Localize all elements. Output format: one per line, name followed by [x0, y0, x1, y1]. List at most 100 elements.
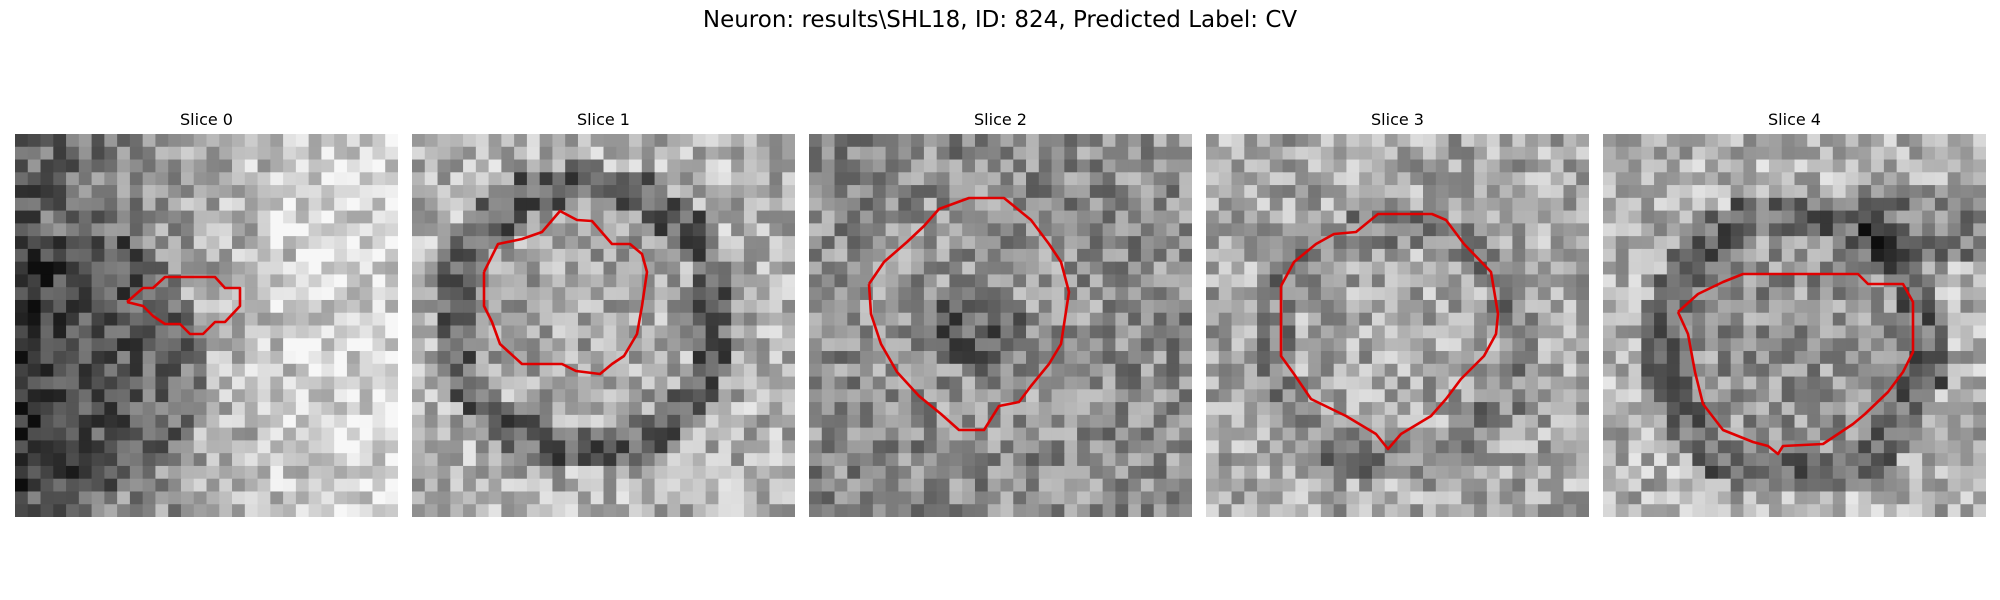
pixel: [1077, 440, 1091, 454]
pixel: [1666, 287, 1681, 301]
pixel: [53, 453, 67, 467]
pixel: [1832, 210, 1847, 224]
pixel: [1641, 312, 1655, 327]
pixel: [1474, 376, 1488, 390]
pixel: [680, 185, 694, 199]
pixel: [1218, 312, 1233, 327]
pixel: [885, 376, 899, 390]
pixel: [1781, 236, 1796, 250]
pixel: [488, 210, 502, 224]
pixel: [1628, 402, 1642, 416]
pixel: [1705, 312, 1719, 327]
pixel: [1218, 453, 1233, 467]
pixel: [1257, 299, 1271, 314]
pixel: [898, 210, 912, 224]
pixel: [756, 363, 771, 378]
pixel: [1743, 363, 1757, 378]
pixel: [53, 172, 67, 186]
pixel: [565, 389, 579, 403]
pixel: [1128, 299, 1142, 314]
pixel: [412, 159, 426, 173]
pixel: [962, 146, 976, 161]
pixel: [1179, 338, 1192, 352]
pixel: [1333, 414, 1348, 429]
pixel: [1883, 287, 1898, 301]
pixel: [1051, 312, 1065, 327]
pixel: [577, 363, 592, 378]
pixel: [565, 159, 579, 173]
pixel: [193, 261, 208, 276]
pixel: [1654, 491, 1668, 505]
pixel: [117, 223, 131, 237]
pixel: [1807, 210, 1821, 224]
pixel: [1525, 351, 1539, 365]
pixel: [1410, 351, 1424, 365]
panel-slice-3: Slice 3: [1206, 110, 1589, 517]
pixel: [1832, 185, 1847, 199]
pixel: [1679, 210, 1693, 224]
pixel: [987, 325, 1002, 339]
pixel: [117, 210, 131, 224]
pixel: [372, 414, 386, 429]
pixel: [1883, 134, 1898, 148]
pixel: [1768, 491, 1783, 505]
pixel: [1832, 402, 1847, 416]
pixel: [359, 197, 374, 212]
pixel: [847, 236, 861, 250]
pixel: [743, 389, 758, 403]
pixel: [923, 197, 938, 212]
pixel: [488, 172, 502, 186]
pixel: [539, 363, 554, 378]
pixel: [1448, 427, 1462, 441]
pixel: [769, 312, 783, 327]
pixel: [1615, 236, 1630, 250]
pixel: [450, 159, 464, 173]
pixel: [1308, 338, 1322, 352]
pixel: [821, 287, 836, 301]
pixel: [667, 274, 681, 288]
pixel: [1153, 402, 1168, 416]
pixel: [1756, 159, 1770, 173]
pixel: [66, 453, 80, 467]
pixel: [1435, 453, 1450, 467]
pixel: [385, 287, 398, 301]
pixel: [962, 236, 976, 250]
pixel: [257, 465, 271, 480]
pixel: [1781, 504, 1796, 517]
pixel: [898, 389, 912, 403]
pixel: [1756, 274, 1770, 288]
pixel: [539, 453, 554, 467]
pixel: [334, 351, 348, 365]
pixel: [117, 389, 131, 403]
pixel: [142, 427, 157, 441]
pixel: [412, 312, 426, 327]
pixel: [1308, 504, 1322, 517]
pixel: [1845, 287, 1859, 301]
pixel: [1537, 504, 1552, 517]
pixel: [91, 172, 105, 186]
pixel: [1628, 427, 1642, 441]
pixel: [346, 478, 361, 493]
pixel: [692, 236, 707, 250]
pixel: [911, 248, 925, 263]
pixel: [1461, 338, 1475, 352]
pixel: [1730, 287, 1745, 301]
pixel: [809, 236, 823, 250]
pixel: [412, 223, 426, 237]
pixel: [1474, 223, 1488, 237]
pixel: [1717, 363, 1732, 378]
pixel: [1973, 440, 1986, 454]
pixel: [308, 338, 322, 352]
pixel: [552, 376, 566, 390]
pixel: [590, 299, 605, 314]
pixel: [1410, 504, 1424, 517]
pixel: [463, 172, 477, 186]
pixel: [27, 478, 42, 493]
pixel: [743, 223, 758, 237]
pixel: [1397, 491, 1411, 505]
pixel: [1628, 197, 1642, 212]
pixel: [1077, 236, 1091, 250]
pixel: [424, 146, 439, 161]
pixel: [1140, 197, 1155, 212]
pixel: [860, 236, 874, 250]
